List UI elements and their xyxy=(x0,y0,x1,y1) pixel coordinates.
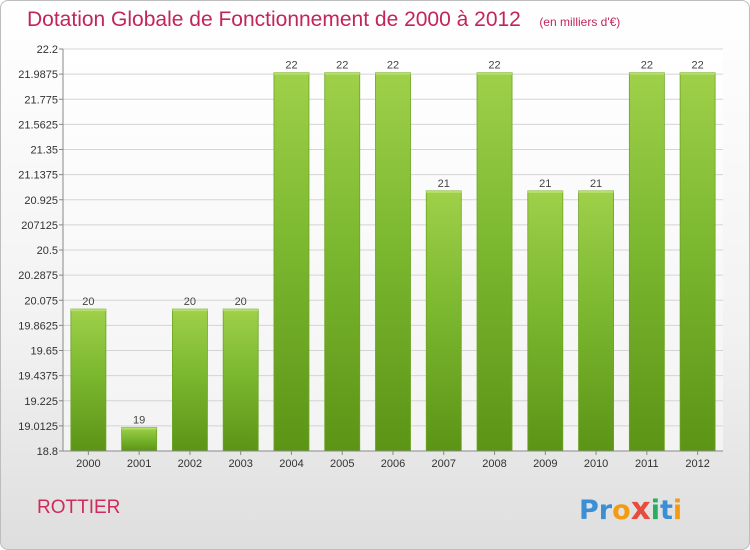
x-tick-label-2000: 2000 xyxy=(76,458,100,470)
bar-2007 xyxy=(425,190,462,452)
data-label-2003: 20 xyxy=(235,296,247,308)
x-tick-label-2012: 2012 xyxy=(685,458,709,470)
data-label-2008: 22 xyxy=(488,60,500,72)
bar-2012 xyxy=(679,72,716,452)
bar-2002 xyxy=(172,308,208,452)
y-tick-label: 19.0125 xyxy=(18,421,58,433)
x-tick-label-2005: 2005 xyxy=(330,458,354,470)
x-tick-label-2004: 2004 xyxy=(279,458,303,470)
logo-letter: x xyxy=(630,491,651,527)
x-tick-label-2008: 2008 xyxy=(482,458,506,470)
bar-2008 xyxy=(476,72,513,452)
y-tick-label: 20.075 xyxy=(24,295,58,307)
y-tick-label: 21.775 xyxy=(24,94,58,106)
data-label-2002: 20 xyxy=(184,296,196,308)
bar-2004 xyxy=(273,72,310,452)
logo-letter: t xyxy=(659,495,673,526)
y-tick-label: 18.8 xyxy=(37,446,58,458)
bar-2000 xyxy=(70,308,107,452)
x-tick-label-2001: 2001 xyxy=(127,458,151,470)
x-tick-label-2010: 2010 xyxy=(584,458,608,470)
x-tick-label-2003: 2003 xyxy=(228,458,252,470)
y-tick-label: 20.5 xyxy=(37,245,58,257)
data-label-2006: 22 xyxy=(387,60,399,72)
logo-letter: r xyxy=(598,495,613,526)
proxiti-logo[interactable]: Proxiti xyxy=(579,491,682,527)
y-tick-label: 207125 xyxy=(21,220,58,232)
y-tick-label: 19.8625 xyxy=(18,320,58,332)
y-tick-label: 21.9875 xyxy=(18,69,58,81)
chart-title: Dotation Globale de Fonctionnement de 20… xyxy=(27,8,521,31)
x-tick-label-2002: 2002 xyxy=(178,458,202,470)
logo-letter: i xyxy=(650,495,660,526)
y-tick-label: 20.925 xyxy=(24,195,58,207)
data-label-2007: 21 xyxy=(438,178,450,190)
y-tick-label: 19.225 xyxy=(24,396,58,408)
logo-letter: i xyxy=(672,495,683,526)
x-tick-label-2009: 2009 xyxy=(533,458,557,470)
data-label-2004: 22 xyxy=(285,60,297,72)
y-tick-label: 22.2 xyxy=(37,44,58,56)
x-tick-label-2006: 2006 xyxy=(381,458,405,470)
x-tick-label-2011: 2011 xyxy=(635,458,659,470)
data-label-2005: 22 xyxy=(336,60,348,72)
chart-unit: (en milliers d'€) xyxy=(539,15,621,29)
data-label-2011: 22 xyxy=(641,60,653,72)
bar-2011 xyxy=(628,72,665,452)
bar-2010 xyxy=(578,190,614,452)
bar-2001 xyxy=(121,426,158,452)
y-tick-label: 21.35 xyxy=(30,145,58,157)
y-tick-label: 21.5625 xyxy=(18,119,58,131)
bar-2006 xyxy=(375,72,411,452)
y-tick-label: 20.2875 xyxy=(18,270,58,282)
logo-letter: P xyxy=(579,495,599,526)
commune-name: ROTTIER xyxy=(37,497,121,518)
data-label-2012: 22 xyxy=(691,60,703,72)
y-tick-label: 21.1375 xyxy=(18,170,58,182)
data-label-2000: 20 xyxy=(82,296,94,308)
data-label-2010: 21 xyxy=(590,178,602,190)
bar-2005 xyxy=(324,72,361,452)
title-row: Dotation Globale de Fonctionnement de 20… xyxy=(27,8,620,32)
bar-2009 xyxy=(527,190,564,452)
y-tick-label: 19.4375 xyxy=(18,371,58,383)
data-label-2001: 19 xyxy=(133,414,145,426)
x-tick-label-2007: 2007 xyxy=(432,458,456,470)
data-label-2009: 21 xyxy=(539,178,551,190)
bar-2003 xyxy=(222,308,259,452)
logo-letter: o xyxy=(612,495,631,526)
y-tick-label: 19.65 xyxy=(30,346,58,358)
